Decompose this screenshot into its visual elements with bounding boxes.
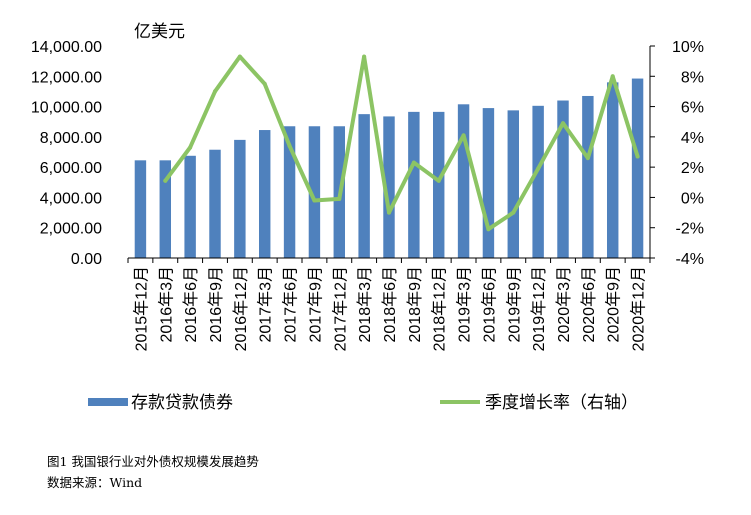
bar bbox=[258, 130, 271, 258]
bar bbox=[184, 155, 196, 258]
line-point bbox=[436, 178, 441, 183]
line-point bbox=[188, 145, 193, 150]
legend-bar-label: 存款贷款债券 bbox=[131, 393, 233, 413]
growth-line bbox=[163, 54, 640, 232]
x-tick-label: 2017年9月 bbox=[306, 266, 324, 343]
bar-series bbox=[134, 78, 644, 259]
x-tick-label: 2015年12月 bbox=[132, 266, 150, 351]
line-point bbox=[337, 196, 342, 201]
left-tick-label: 4,000.00 bbox=[40, 190, 102, 207]
x-tick-label: 2016年6月 bbox=[182, 266, 200, 343]
right-tick-label: 8% bbox=[681, 69, 704, 86]
x-tick-label: 2020年12月 bbox=[630, 266, 648, 351]
bar bbox=[432, 111, 445, 258]
line-point bbox=[511, 210, 516, 215]
x-tick-label: 2017年12月 bbox=[331, 266, 349, 351]
line-point bbox=[536, 166, 541, 171]
line-point bbox=[262, 81, 267, 86]
bar bbox=[507, 110, 520, 258]
bar bbox=[482, 108, 495, 258]
x-tick-label: 2020年6月 bbox=[580, 266, 598, 343]
left-tick-label: 6,000.00 bbox=[40, 160, 102, 177]
right-tick-label: 0% bbox=[681, 190, 704, 207]
right-axis-ticks: -4% -2% 0% 2% 4% 6% 8% 10% bbox=[649, 39, 704, 268]
left-tick-label: 10,000.00 bbox=[31, 100, 102, 117]
x-tick-label: 2020年3月 bbox=[555, 266, 573, 343]
right-tick-label: 6% bbox=[681, 100, 704, 117]
bar bbox=[582, 95, 594, 258]
legend: 存款贷款债券 季度增长率（右轴） bbox=[88, 393, 638, 413]
left-tick-label: 12,000.00 bbox=[31, 69, 102, 86]
line-point bbox=[287, 143, 292, 148]
bar bbox=[606, 82, 619, 258]
bar bbox=[209, 149, 221, 258]
left-axis-unit: 亿美元 bbox=[134, 22, 185, 42]
right-tick-label: 2% bbox=[681, 160, 704, 177]
x-tick-label: 2019年12月 bbox=[530, 266, 548, 351]
x-tick-label: 2017年3月 bbox=[257, 266, 275, 343]
line-point bbox=[561, 121, 565, 126]
x-tick-label: 2020年9月 bbox=[605, 266, 623, 343]
bar bbox=[358, 114, 370, 259]
x-tick-label: 2018年9月 bbox=[406, 266, 424, 343]
line-point bbox=[387, 210, 391, 215]
x-tick-label: 2016年9月 bbox=[207, 266, 225, 343]
line-point bbox=[486, 227, 491, 232]
line-point bbox=[635, 154, 640, 159]
line-point bbox=[213, 89, 217, 94]
x-tick-label: 2016年12月 bbox=[232, 266, 250, 351]
bar bbox=[631, 78, 644, 258]
chart: 亿美元 0.00 2,000.00 4,000.00 6,000.00 8,000.00… bbox=[31, 22, 704, 413]
left-tick-label: 2,000.00 bbox=[40, 221, 102, 238]
right-tick-label: -2% bbox=[676, 221, 704, 238]
x-tick-label: 2016年3月 bbox=[157, 266, 175, 343]
x-tick-label: 2019年9月 bbox=[505, 266, 523, 343]
bar bbox=[283, 126, 296, 258]
x-tick-label: 2019年6月 bbox=[480, 266, 498, 343]
x-tick-label: 2017年6月 bbox=[282, 266, 300, 343]
legend-line-label: 季度增长率（右轴） bbox=[485, 393, 638, 413]
right-tick-label: -4% bbox=[676, 251, 704, 268]
line-point bbox=[312, 198, 317, 203]
right-tick-label: 4% bbox=[681, 130, 704, 147]
left-tick-label: 0.00 bbox=[71, 251, 102, 268]
line-point bbox=[461, 133, 466, 138]
line-point bbox=[362, 54, 367, 59]
line-point bbox=[237, 54, 242, 59]
figure-caption: 图1 我国银行业对外债权规模发展趋势 bbox=[47, 454, 259, 469]
x-tick-label: 2018年12月 bbox=[431, 266, 449, 351]
line-point bbox=[585, 156, 590, 161]
bar bbox=[557, 100, 569, 258]
left-tick-label: 8,000.00 bbox=[40, 130, 102, 147]
x-tick-label: 2019年3月 bbox=[456, 266, 474, 343]
line-point bbox=[163, 178, 168, 183]
bar bbox=[408, 111, 420, 258]
bar bbox=[159, 160, 172, 258]
bar bbox=[532, 105, 544, 258]
x-tick-label: 2018年3月 bbox=[356, 266, 374, 343]
x-tick-label: 2018年6月 bbox=[381, 266, 399, 343]
bar bbox=[234, 139, 246, 258]
bar bbox=[457, 104, 470, 258]
line-series bbox=[163, 54, 640, 232]
bar bbox=[134, 160, 147, 258]
left-axis-ticks: 0.00 2,000.00 4,000.00 6,000.00 8,000.00 10,0… bbox=[31, 39, 102, 268]
left-tick-label: 14,000.00 bbox=[31, 39, 102, 56]
line-point bbox=[610, 74, 615, 79]
right-tick-label: 10% bbox=[672, 39, 704, 56]
line-point bbox=[411, 160, 416, 165]
bar bbox=[308, 126, 321, 258]
bar bbox=[383, 116, 395, 259]
legend-bar-swatch bbox=[88, 398, 128, 406]
x-axis-labels: 2015年12月 2016年3月 2016年6月 2016年9月 2016年12月 201… bbox=[132, 266, 647, 351]
data-source: 数据来源：Wind bbox=[47, 475, 143, 490]
x-axis bbox=[127, 257, 651, 263]
